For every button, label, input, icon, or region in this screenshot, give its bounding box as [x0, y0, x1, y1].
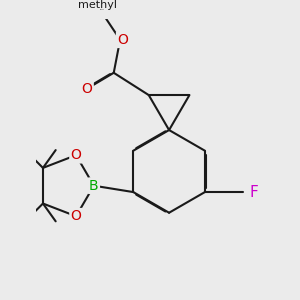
Text: methyl: methyl — [100, 9, 105, 10]
Text: O: O — [70, 148, 82, 162]
Text: B: B — [89, 179, 99, 193]
Text: O: O — [70, 209, 82, 223]
Text: methyl: methyl — [78, 0, 117, 10]
Text: O: O — [82, 82, 92, 96]
Text: O: O — [117, 33, 128, 47]
Text: F: F — [249, 184, 258, 200]
